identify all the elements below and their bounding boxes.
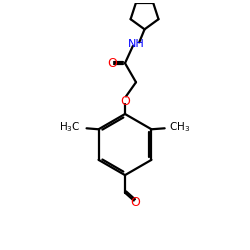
Text: CH$_3$: CH$_3$: [169, 120, 190, 134]
Text: O: O: [120, 95, 130, 108]
Text: NH: NH: [128, 39, 144, 49]
Text: O: O: [130, 196, 140, 208]
Text: O: O: [107, 57, 117, 70]
Text: H$_3$C: H$_3$C: [59, 120, 81, 134]
